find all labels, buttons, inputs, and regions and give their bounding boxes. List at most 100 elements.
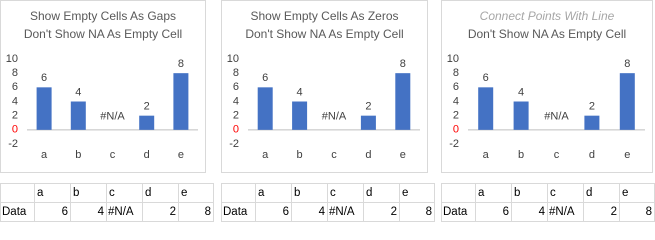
column-header: c bbox=[330, 187, 336, 199]
bar bbox=[584, 115, 600, 130]
chart-frame bbox=[0, 0, 206, 173]
column-header: d bbox=[145, 187, 151, 199]
y-tick-label: 8 bbox=[12, 67, 18, 79]
data-label: 4 bbox=[75, 86, 81, 98]
chart-title: Don't Show NA As Empty Cell bbox=[245, 27, 403, 41]
column-header: b bbox=[514, 187, 520, 199]
data-label: 8 bbox=[624, 58, 630, 70]
chart-frame bbox=[221, 0, 428, 173]
table-value: 4 bbox=[98, 206, 105, 218]
page: {"chart_data": [ {"type": "bar", "title"… bbox=[0, 0, 655, 222]
bar bbox=[478, 87, 494, 130]
data-label: #N/A bbox=[322, 111, 347, 123]
data-label: 8 bbox=[178, 58, 184, 70]
bar bbox=[619, 73, 635, 130]
y-tick-label: 6 bbox=[12, 81, 18, 93]
bar bbox=[513, 101, 529, 130]
x-tick-label: a bbox=[483, 149, 490, 161]
y-tick-label: 10 bbox=[6, 53, 18, 65]
column-header: e bbox=[622, 187, 628, 199]
data-label: 2 bbox=[144, 101, 150, 113]
bar bbox=[395, 73, 411, 130]
column-header: c bbox=[550, 187, 556, 199]
table-value: 6 bbox=[503, 206, 509, 218]
screenshot: Show Empty Cells As Gaps Don't Show NA As… bbox=[0, 0, 655, 222]
table-value: 2 bbox=[611, 206, 617, 218]
data-label: 6 bbox=[41, 72, 47, 84]
table-value: 8 bbox=[646, 206, 652, 218]
column-header: b bbox=[294, 187, 300, 199]
x-tick-label: d bbox=[144, 149, 150, 161]
data-label: #N/A bbox=[100, 111, 125, 123]
x-tick-label: c bbox=[110, 149, 116, 161]
data-label: 2 bbox=[589, 101, 595, 113]
data-label: 8 bbox=[400, 58, 406, 70]
y-tick-label: 6 bbox=[233, 81, 239, 93]
row-label: Data bbox=[2, 206, 27, 218]
column-header: e bbox=[181, 187, 187, 199]
chart-title: Don't Show NA As Empty Cell bbox=[24, 27, 182, 41]
column-header: c bbox=[109, 187, 115, 199]
y-tick-label: -2 bbox=[449, 138, 459, 150]
y-tick-label: 0 bbox=[12, 124, 18, 136]
column-header: d bbox=[586, 187, 592, 199]
x-tick-label: c bbox=[554, 149, 560, 161]
y-tick-label: 2 bbox=[233, 110, 239, 122]
row-label: Data bbox=[223, 206, 248, 218]
x-tick-label: c bbox=[331, 149, 337, 161]
data-label: 6 bbox=[262, 72, 268, 84]
y-tick-label: 4 bbox=[12, 95, 18, 107]
x-tick-label: a bbox=[262, 149, 269, 161]
bar bbox=[36, 87, 52, 130]
y-tick-label: 8 bbox=[453, 67, 459, 79]
y-tick-label: 10 bbox=[447, 53, 459, 65]
x-tick-label: e bbox=[400, 149, 406, 161]
data-label: #N/A bbox=[544, 111, 569, 123]
table-value: 8 bbox=[205, 206, 211, 218]
table-value: 8 bbox=[426, 206, 432, 218]
bar bbox=[360, 115, 376, 130]
chart-title: Show Empty Cells As Gaps bbox=[30, 9, 176, 23]
bar bbox=[173, 73, 189, 130]
data-label: 4 bbox=[297, 86, 303, 98]
x-tick-label: b bbox=[75, 149, 81, 161]
y-tick-label: 0 bbox=[233, 124, 239, 136]
table-value: #N/A bbox=[549, 206, 575, 218]
y-tick-label: 2 bbox=[12, 110, 18, 122]
x-tick-label: b bbox=[297, 149, 303, 161]
x-tick-label: b bbox=[518, 149, 524, 161]
bar bbox=[139, 115, 155, 130]
x-tick-label: a bbox=[41, 149, 48, 161]
y-tick-label: 0 bbox=[453, 124, 459, 136]
y-tick-label: -2 bbox=[8, 138, 18, 150]
y-tick-label: 2 bbox=[453, 110, 459, 122]
column-header: a bbox=[258, 187, 265, 199]
chart-title: Connect Points With Line bbox=[480, 9, 615, 23]
table-value: 2 bbox=[170, 206, 176, 218]
x-tick-label: e bbox=[624, 149, 630, 161]
chart-frame bbox=[441, 0, 653, 173]
x-tick-label: d bbox=[589, 149, 595, 161]
y-tick-label: 8 bbox=[233, 67, 239, 79]
x-tick-label: e bbox=[178, 149, 184, 161]
data-label: 6 bbox=[483, 72, 489, 84]
table-value: 4 bbox=[539, 206, 546, 218]
table-cell bbox=[178, 202, 214, 222]
table-value: 2 bbox=[391, 206, 397, 218]
data-label: 2 bbox=[365, 101, 371, 113]
x-tick-label: d bbox=[365, 149, 371, 161]
table-value: 6 bbox=[62, 206, 68, 218]
column-header: a bbox=[37, 187, 44, 199]
bar bbox=[257, 87, 273, 130]
table-cell bbox=[221, 183, 256, 203]
y-tick-label: 4 bbox=[233, 95, 239, 107]
y-tick-label: 4 bbox=[453, 95, 459, 107]
table-cell bbox=[441, 183, 476, 203]
chart-title: Don't Show NA As Empty Cell bbox=[468, 27, 626, 41]
table-value: #N/A bbox=[108, 206, 134, 218]
column-header: e bbox=[402, 187, 408, 199]
table-cell bbox=[399, 202, 435, 222]
bar bbox=[292, 101, 308, 130]
table-value: #N/A bbox=[329, 206, 355, 218]
data-label: 4 bbox=[518, 86, 524, 98]
